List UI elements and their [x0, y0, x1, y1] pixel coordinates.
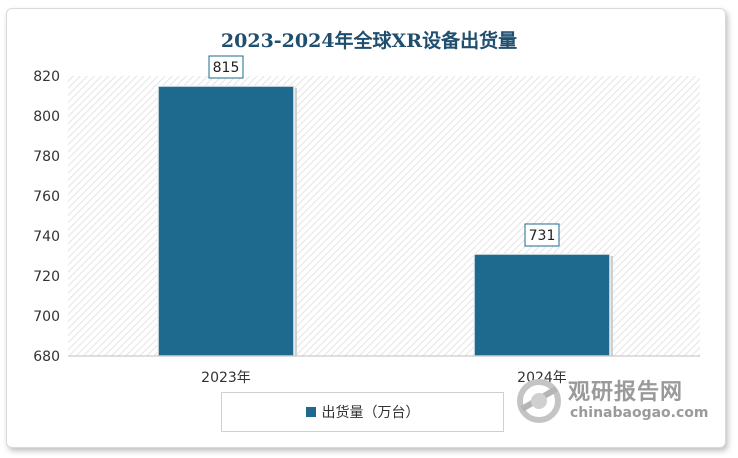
- legend-label: 出货量（万台）: [321, 405, 420, 421]
- watermark-en-text: chinabaogao.com: [570, 405, 709, 421]
- bar: [157, 85, 295, 357]
- legend-swatch: [305, 407, 316, 417]
- data-label-box: [208, 55, 244, 79]
- watermark: 观研报告网 chinabaogao.com: [516, 372, 716, 432]
- chart-title: 2023-2024年全球XR设备出货量: [220, 30, 518, 52]
- data-labels: 815 731: [208, 55, 560, 247]
- legend: 出货量（万台）: [221, 392, 504, 432]
- y-tick-label: 780: [33, 149, 60, 165]
- x-axis: 2023年 2024年: [201, 370, 567, 386]
- y-tick-label: 680: [33, 349, 60, 365]
- y-tick-label: 700: [33, 309, 60, 325]
- bar: [473, 253, 611, 357]
- y-tick-label: 800: [33, 109, 60, 125]
- data-label: 731: [529, 228, 556, 244]
- y-tick-label: 720: [33, 269, 60, 285]
- y-axis: 680 700 720 740 760 780 800 820: [33, 69, 60, 365]
- y-tick-label: 760: [33, 189, 60, 205]
- watermark-cn-text: 观研报告网: [568, 380, 684, 405]
- y-tick-label: 820: [33, 69, 60, 85]
- bars: [157, 85, 613, 357]
- watermark-logo-icon: [517, 379, 561, 423]
- y-tick-label: 740: [33, 229, 60, 245]
- data-label: 815: [213, 60, 240, 76]
- x-tick-label: 2023年: [201, 370, 251, 386]
- data-label-box: [524, 223, 560, 247]
